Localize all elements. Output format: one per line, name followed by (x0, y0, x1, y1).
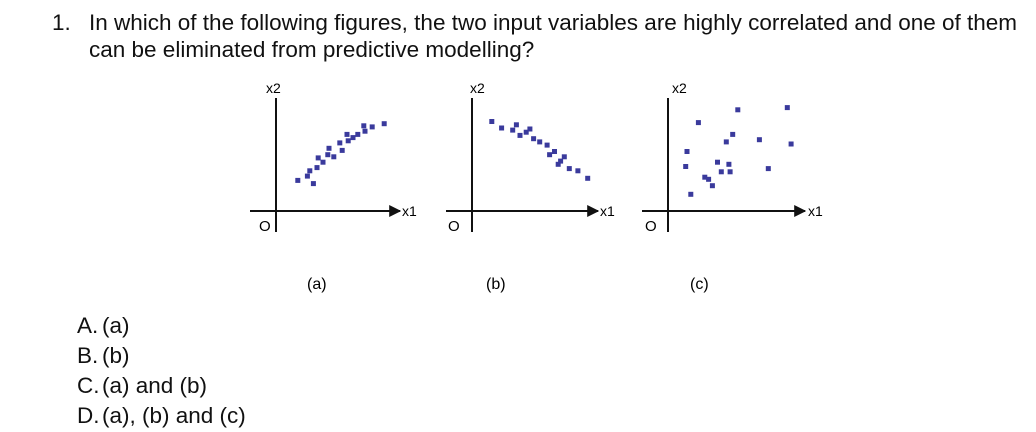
option-d[interactable]: D. (a), (b) and (c) (77, 401, 246, 431)
figure-c-point (726, 161, 732, 167)
figure-c-point (756, 137, 762, 143)
figure-a-point (310, 181, 316, 187)
figure-a-point (345, 138, 351, 144)
figure-a-point (315, 155, 321, 161)
figure-c-point (718, 169, 724, 175)
figure-c-point (709, 183, 715, 189)
figure-a-point (361, 123, 367, 129)
figure-b-caption: (b) (486, 276, 506, 293)
figure-a-point (314, 165, 320, 171)
figure-a-origin-label: O (259, 218, 271, 235)
option-letter: D. (77, 403, 100, 428)
figure-a-point (339, 147, 345, 153)
figure-b-point (499, 125, 505, 131)
figure-a-point (369, 124, 375, 130)
figure-c-point (727, 169, 733, 175)
figure-a-point (344, 131, 350, 137)
figure-b-point (513, 122, 519, 128)
figure-a: x2 x1 O (a) (250, 80, 417, 293)
figure-a-point (320, 159, 326, 165)
figure-c-origin-label: O (645, 218, 657, 235)
figure-c: x2 x1 O (c) (642, 80, 823, 293)
figure-c-point (788, 141, 794, 147)
figure-b-point (517, 132, 523, 138)
option-letter: B. (77, 343, 99, 368)
figure-c-point (684, 149, 690, 154)
figure-a-y-label: x2 (266, 80, 281, 96)
option-text: (a) (102, 313, 130, 338)
figure-a-point (331, 154, 337, 160)
question-number: 1. (52, 10, 71, 35)
figure-c-point (702, 174, 708, 180)
figure-b-point (489, 119, 495, 124)
figure-c-point (706, 176, 712, 182)
figure-b-point (552, 149, 557, 154)
option-text: (a) and (b) (102, 373, 208, 398)
figure-b-point (537, 139, 543, 145)
figure-c-x-label: x1 (808, 203, 823, 219)
figure-a-point (295, 177, 301, 183)
figure-a-point (362, 128, 368, 134)
figure-a-caption: (a) (307, 276, 327, 293)
figure-c-point (695, 120, 701, 126)
figure-b-point (558, 158, 564, 164)
answer-options: A. (a) B. (b) C. (a) and (b) D. (a), (b)… (77, 311, 246, 431)
figure-b-point (585, 175, 591, 181)
figure-b-point (510, 127, 516, 133)
figure-a-point (355, 131, 361, 137)
figure-c-point (730, 131, 736, 137)
figure-b-point (561, 154, 567, 160)
figure-b-point (527, 126, 533, 132)
figure-b-point (555, 161, 561, 167)
figure-a-point (326, 145, 332, 151)
figure-c-point (723, 139, 729, 145)
figure-c-point (683, 164, 689, 169)
figure-c-y-label: x2 (672, 80, 687, 96)
figure-b-point (544, 142, 550, 148)
figure-a-point (350, 135, 356, 141)
figure-c-point (735, 107, 741, 113)
figure-c-point (688, 191, 694, 197)
figure-b-point (547, 152, 553, 158)
option-text: (b) (102, 343, 130, 368)
figure-a-point (381, 121, 387, 127)
figure-b: x2 x1 O (b) (446, 80, 615, 293)
figure-b-point (523, 129, 529, 135)
option-letter: C. (77, 373, 100, 398)
figure-c-caption: (c) (690, 276, 709, 293)
figure-a-point (325, 152, 331, 158)
figure-a-x-label: x1 (402, 203, 417, 219)
figure-b-points (489, 119, 591, 181)
figure-a-point (307, 168, 313, 174)
figure-b-point (575, 168, 581, 174)
figure-a-point (304, 173, 310, 179)
option-letter: A. (77, 313, 99, 338)
figure-a-points (295, 121, 387, 187)
figure-c-point (784, 105, 790, 111)
figure-b-y-label: x2 (470, 80, 485, 96)
option-text: (a), (b) and (c) (102, 403, 246, 428)
figure-a-point (337, 140, 343, 146)
option-b[interactable]: B. (b) (77, 341, 246, 371)
figure-b-point (566, 166, 572, 172)
figure-c-points (683, 105, 794, 197)
figure-c-point (765, 166, 771, 172)
option-c[interactable]: C. (a) and (b) (77, 371, 246, 401)
figure-b-x-label: x1 (600, 203, 615, 219)
question-text: In which of the following figures, the t… (89, 10, 1018, 62)
figure-c-point (715, 159, 720, 165)
option-a[interactable]: A. (a) (77, 311, 246, 341)
figure-b-point (531, 136, 537, 142)
figure-b-origin-label: O (448, 218, 460, 235)
